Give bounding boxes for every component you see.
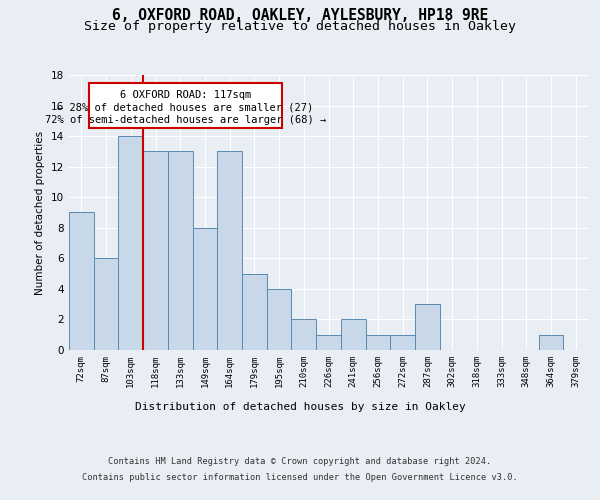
Text: 72% of semi-detached houses are larger (68) →: 72% of semi-detached houses are larger (… [44, 116, 326, 126]
Bar [415, 304, 440, 350]
Bar [365, 334, 390, 350]
Text: 6 OXFORD ROAD: 117sqm: 6 OXFORD ROAD: 117sqm [119, 90, 251, 100]
Bar [316, 334, 341, 350]
Bar [143, 152, 168, 350]
Text: ← 28% of detached houses are smaller (27): ← 28% of detached houses are smaller (27… [57, 102, 313, 113]
Bar [267, 289, 292, 350]
Bar [217, 152, 242, 350]
Bar [539, 334, 563, 350]
Bar [193, 228, 217, 350]
Y-axis label: Number of detached properties: Number of detached properties [35, 130, 46, 294]
Bar [168, 152, 193, 350]
Bar [118, 136, 143, 350]
Bar [341, 320, 365, 350]
Text: Contains public sector information licensed under the Open Government Licence v3: Contains public sector information licen… [82, 472, 518, 482]
Bar [242, 274, 267, 350]
Bar [94, 258, 118, 350]
FancyBboxPatch shape [89, 82, 281, 128]
Bar [390, 334, 415, 350]
Bar [69, 212, 94, 350]
Text: Size of property relative to detached houses in Oakley: Size of property relative to detached ho… [84, 20, 516, 33]
Text: Distribution of detached houses by size in Oakley: Distribution of detached houses by size … [134, 402, 466, 412]
Text: Contains HM Land Registry data © Crown copyright and database right 2024.: Contains HM Land Registry data © Crown c… [109, 458, 491, 466]
Text: 6, OXFORD ROAD, OAKLEY, AYLESBURY, HP18 9RE: 6, OXFORD ROAD, OAKLEY, AYLESBURY, HP18 … [112, 8, 488, 22]
Bar [292, 320, 316, 350]
